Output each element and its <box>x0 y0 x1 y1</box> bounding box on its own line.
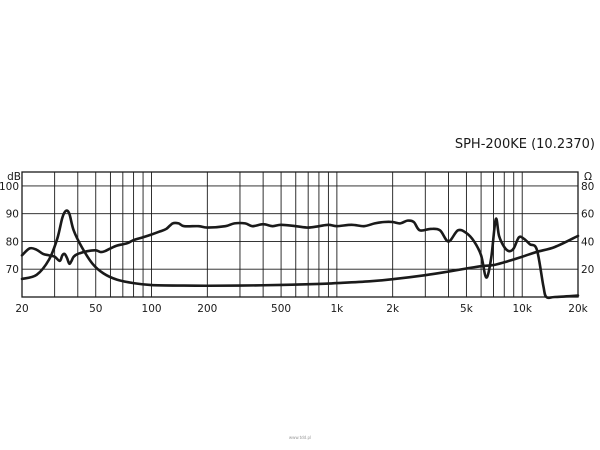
x-tick-label: 20k <box>568 303 588 315</box>
y-left-tick-label: 100 <box>0 181 19 193</box>
x-tick-label: 100 <box>142 303 162 315</box>
chart-title: SPH-200KE (10.2370) <box>455 137 595 152</box>
x-tick-label: 1k <box>330 303 344 315</box>
y-right-tick-label: 80 <box>581 181 594 193</box>
x-tick-label: 500 <box>271 303 291 315</box>
left-axis-unit: dB <box>7 171 21 183</box>
x-tick-label: 5k <box>460 303 474 315</box>
y-right-tick-label: 20 <box>581 264 594 276</box>
spl-curve <box>20 217 580 300</box>
x-tick-label: 2k <box>386 303 400 315</box>
impedance-curve <box>20 209 580 288</box>
x-tick-label: 200 <box>197 303 217 315</box>
right-axis-unit: Ω <box>584 171 592 183</box>
watermark: www.tdd.pl <box>289 435 311 440</box>
x-tick-label: 50 <box>89 303 102 315</box>
x-tick-label: 10k <box>512 303 532 315</box>
y-left-tick-label: 90 <box>6 209 19 221</box>
y-left-tick-label: 80 <box>6 236 19 248</box>
x-tick-label: 20 <box>15 303 28 315</box>
y-right-tick-label: 40 <box>581 236 594 248</box>
y-right-tick-label: 60 <box>581 209 594 221</box>
plot-frame <box>21 171 579 298</box>
y-left-tick-label: 70 <box>6 264 19 276</box>
grid <box>22 172 578 297</box>
tick-labels: 20 50 100 200 500 1k 2k 5k 10k 20k 100 90 80 70 80 60 40… <box>0 181 594 315</box>
curves <box>20 209 580 300</box>
